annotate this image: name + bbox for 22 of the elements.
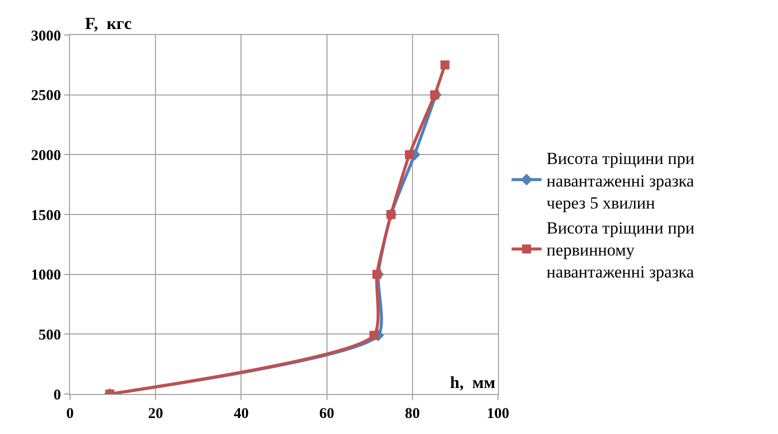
y-tick-label: 0 bbox=[54, 387, 61, 404]
y-tick-label: 2000 bbox=[31, 148, 61, 164]
x-tick-label: 80 bbox=[404, 406, 420, 422]
legend-label: Висота тріщини при первинному навантаженні зразка bbox=[546, 218, 695, 282]
x-tick-label: 60 bbox=[319, 406, 334, 422]
y-tick-label: 1000 bbox=[31, 268, 61, 284]
point bbox=[430, 90, 440, 100]
y-tick-label: 3000 bbox=[31, 28, 61, 44]
point bbox=[372, 270, 382, 279]
point bbox=[404, 150, 414, 160]
x-tick-label: 40 bbox=[234, 406, 249, 422]
legend-label: Висота тріщини при навантаженні зразка через 5 хвилин bbox=[546, 149, 695, 212]
x-tick-label: 20 bbox=[148, 406, 164, 422]
x-tick-label: 0 bbox=[66, 406, 74, 422]
point bbox=[440, 60, 450, 70]
y-tick-label: 1500 bbox=[31, 208, 61, 224]
y-axis-title: F, кгс bbox=[85, 14, 132, 33]
y-tick-label: 2500 bbox=[31, 88, 61, 104]
x-tick-label: 100 bbox=[486, 406, 510, 422]
point bbox=[369, 330, 378, 340]
y-tick-label: 500 bbox=[38, 327, 61, 344]
x-axis-title: h, мм bbox=[450, 373, 496, 392]
